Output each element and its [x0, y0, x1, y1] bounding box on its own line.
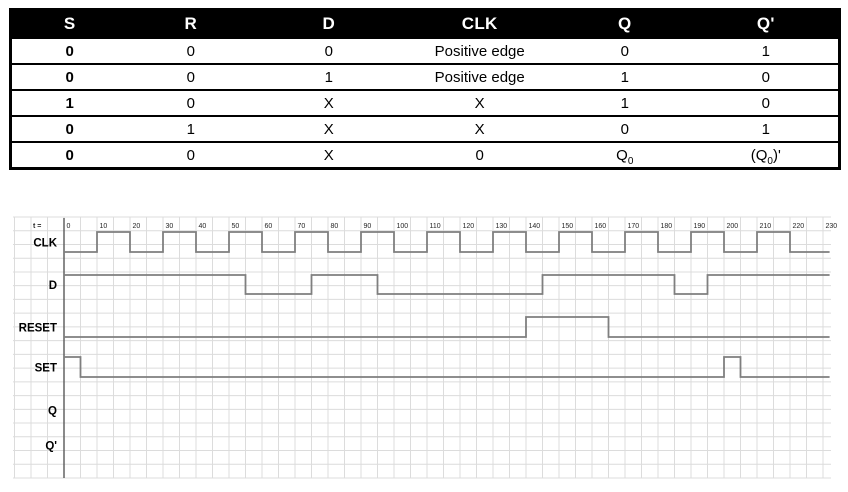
tick-label: 210 [760, 223, 772, 230]
tick-label: 150 [562, 223, 574, 230]
table-cell: X [254, 141, 404, 169]
signal-label-set: SET [35, 363, 57, 375]
table-cell: Positive edge [403, 37, 556, 64]
table-cell: X [254, 89, 404, 116]
tick-label: 140 [529, 223, 541, 230]
table-cell: 0 [127, 37, 255, 64]
tick-label: 90 [364, 223, 372, 230]
tick-label: 190 [694, 223, 706, 230]
tick-label: 120 [463, 223, 475, 230]
table-cell: 0 [403, 141, 556, 169]
table-cell: 0 [127, 89, 255, 116]
table-cell: 1 [693, 115, 840, 142]
table-cell-q0-prime: (Q0)' [693, 141, 840, 169]
signal-label-q: Q [48, 406, 57, 418]
tick-label: 40 [199, 223, 207, 230]
table-cell: 1 [127, 115, 255, 142]
time-axis-label: t = [33, 223, 41, 230]
waveform-clk [64, 231, 830, 253]
tick-label: 30 [166, 223, 174, 230]
tick-label: 170 [628, 223, 640, 230]
table-cell: 1 [555, 63, 694, 90]
tick-label: 230 [826, 223, 838, 230]
waveform-d [64, 274, 830, 295]
tick-label: 80 [331, 223, 339, 230]
timing-diagram-svg: t = 0 10 20 30 40 50 60 70 80 90 100 110 120 130 140 150… [13, 216, 838, 479]
tick-label: 0 [67, 223, 71, 230]
table-cell: 0 [10, 37, 128, 64]
table-cell: 0 [693, 63, 840, 90]
table-cell: 0 [127, 63, 255, 90]
table-cell: 0 [10, 141, 128, 169]
tick-label: 60 [265, 223, 273, 230]
table-cell: 0 [555, 37, 694, 64]
table-row: 0 0 X 0 Q0 (Q0)' [10, 141, 840, 169]
header-cell-d: D [254, 9, 404, 38]
table-cell: Positive edge [403, 63, 556, 90]
tick-label: 180 [661, 223, 673, 230]
table-cell: X [403, 89, 556, 116]
signal-label-q: Q' [45, 441, 57, 453]
tick-label: 160 [595, 223, 607, 230]
tick-label: 200 [727, 223, 739, 230]
table-cell: 0 [693, 89, 840, 116]
header-cell-r: R [127, 9, 255, 38]
timing-diagram: t = 0 10 20 30 40 50 60 70 80 90 100 110 120 130 140 150… [0, 202, 848, 492]
tick-label: 110 [430, 223, 441, 230]
tick-label: 100 [397, 223, 409, 230]
header-cell-s: S [10, 9, 128, 38]
table-cell: 0 [10, 63, 128, 90]
truth-table: S R D CLK Q Q' 0 0 0 Positive edge 0 1 0… [9, 8, 841, 170]
table-row: 0 0 1 Positive edge 1 0 [10, 63, 840, 90]
header-cell-clk: CLK [403, 9, 556, 38]
table-cell: 0 [254, 37, 404, 64]
table-row: 0 0 0 Positive edge 0 1 [10, 37, 840, 64]
table-cell: 0 [10, 115, 128, 142]
table-cell: 1 [10, 89, 128, 116]
table-cell: 1 [693, 37, 840, 64]
tick-label: 20 [133, 223, 141, 230]
signal-label-d: D [49, 280, 57, 292]
header-cell-q: Q [555, 9, 694, 38]
table-cell: X [403, 115, 556, 142]
tick-label: 10 [100, 223, 108, 230]
table-cell: X [254, 115, 404, 142]
tick-label: 70 [298, 223, 306, 230]
truth-table-header-row: S R D CLK Q Q' [10, 9, 840, 38]
waveform-set [64, 356, 830, 378]
table-cell: 1 [555, 89, 694, 116]
table-cell: 0 [555, 115, 694, 142]
table-row: 0 1 X X 0 1 [10, 115, 840, 142]
table-cell: 0 [127, 141, 255, 169]
tick-label: 220 [793, 223, 805, 230]
table-cell: 1 [254, 63, 404, 90]
tick-label: 130 [496, 223, 508, 230]
table-cell-q0: Q0 [555, 141, 694, 169]
header-cell-qn: Q' [693, 9, 840, 38]
signal-label-reset: RESET [19, 323, 57, 335]
tick-label: 50 [232, 223, 240, 230]
signal-label-clk: CLK [33, 238, 57, 250]
table-row: 1 0 X X 1 0 [10, 89, 840, 116]
waveform-reset [64, 316, 830, 338]
